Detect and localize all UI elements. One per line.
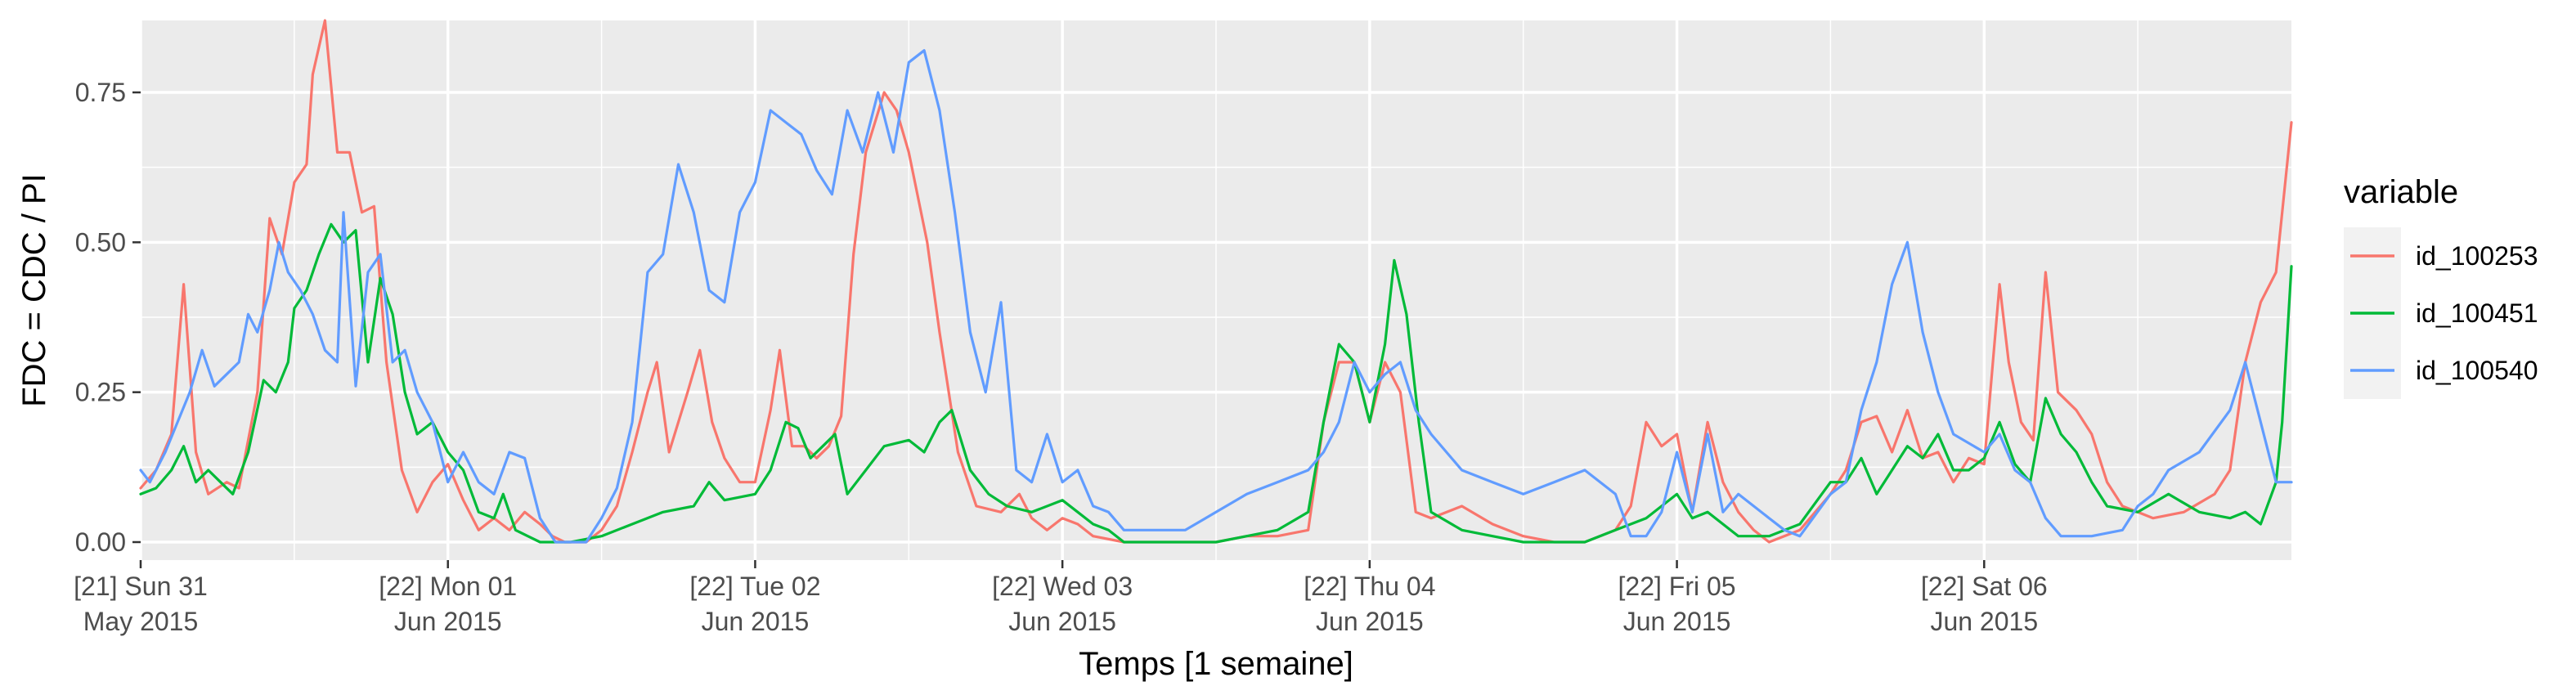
- legend-label: id_100451: [2416, 298, 2538, 328]
- series-lines: [139, 19, 2293, 544]
- x-tick-label: [21] Sun 31 May 2015: [74, 572, 208, 636]
- x-tick-label: [22] Sat 06 Jun 2015: [1921, 572, 2048, 636]
- x-axis: [21] Sun 31 May 2015 [22] Mon 01 Jun 2015 [2…: [74, 560, 2048, 636]
- series-line-id_100253: [139, 19, 2293, 544]
- series-line-id_100540: [139, 49, 2293, 544]
- x-tick-label: [22] Tue 02 Jun 2015: [689, 572, 820, 636]
- x-axis-title: Temps [1 semaine]: [1079, 646, 1353, 682]
- y-tick-label: 0.00: [75, 527, 126, 557]
- y-tick-label: 0.25: [75, 378, 126, 407]
- legend-title: variable: [2344, 174, 2458, 210]
- y-axis-title: FDC = CDC / PI: [16, 173, 52, 407]
- legend-label: id_100540: [2416, 356, 2538, 385]
- legend: variable id_100253 id_100451 id_100540: [2344, 174, 2538, 399]
- legend-label: id_100253: [2416, 241, 2538, 271]
- x-tick-label: [22] Thu 04 Jun 2015: [1304, 572, 1435, 636]
- x-tick-label: [22] Mon 01 Jun 2015: [379, 572, 517, 636]
- x-tick-label: [22] Wed 03 Jun 2015: [992, 572, 1133, 636]
- y-tick-label: 0.75: [75, 78, 126, 107]
- x-tick-label: [22] Fri 05 Jun 2015: [1618, 572, 1736, 636]
- y-tick-label: 0.50: [75, 227, 126, 257]
- y-axis: 0.00 0.25 0.50 0.75: [75, 78, 141, 557]
